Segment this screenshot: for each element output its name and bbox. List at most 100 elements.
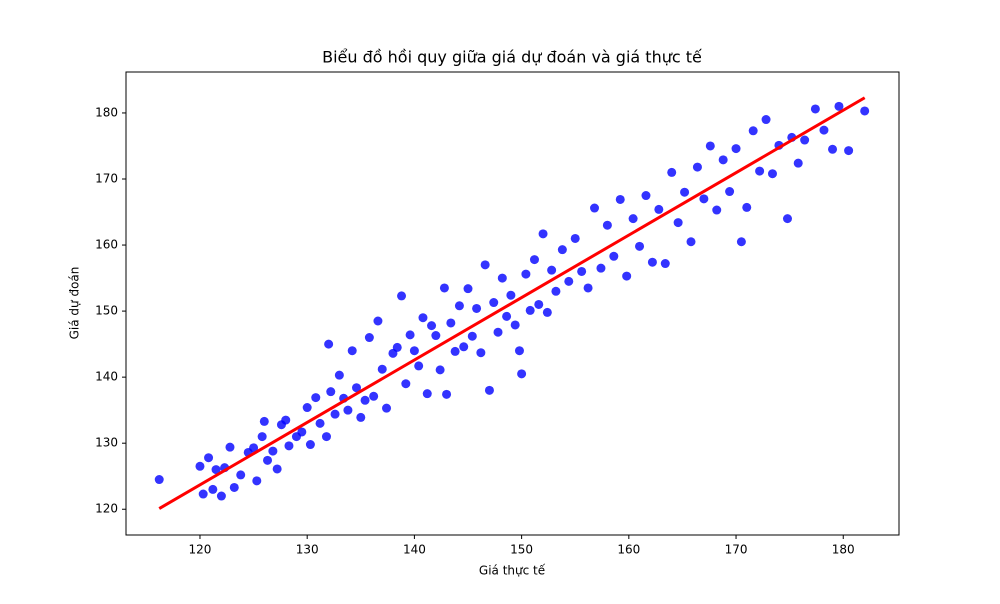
point xyxy=(654,204,664,214)
y-tick-label: 140 xyxy=(95,370,118,384)
point xyxy=(154,475,164,485)
point xyxy=(686,237,696,247)
point xyxy=(782,214,792,224)
point xyxy=(731,144,741,154)
point xyxy=(257,432,267,442)
point xyxy=(414,361,424,371)
point xyxy=(517,369,527,379)
point xyxy=(208,484,218,494)
point xyxy=(547,265,557,275)
point xyxy=(767,169,777,179)
point xyxy=(195,461,205,471)
point xyxy=(521,269,531,279)
x-tick-label: 170 xyxy=(725,543,748,557)
point xyxy=(660,259,670,269)
point xyxy=(401,379,411,389)
point xyxy=(467,331,477,341)
point xyxy=(538,229,548,239)
chart-title: Biểu đồ hồi quy giữa giá dự đoán và giá … xyxy=(322,48,702,67)
point xyxy=(377,364,387,374)
point xyxy=(583,283,593,293)
regression-line xyxy=(158,96,866,510)
point xyxy=(622,271,632,281)
y-tick-label: 130 xyxy=(95,436,118,450)
point xyxy=(211,465,221,475)
point xyxy=(480,260,490,270)
point xyxy=(268,446,278,456)
x-tick-label: 150 xyxy=(510,543,533,557)
x-tick-label: 160 xyxy=(617,543,640,557)
point xyxy=(736,237,746,247)
point xyxy=(418,313,428,323)
point xyxy=(615,194,625,204)
point xyxy=(373,316,383,326)
point xyxy=(321,432,331,442)
point xyxy=(667,167,677,177)
point xyxy=(297,427,307,437)
point xyxy=(596,263,606,273)
point xyxy=(347,346,357,356)
point xyxy=(761,115,771,125)
point xyxy=(712,205,722,215)
point xyxy=(590,203,600,213)
point xyxy=(484,385,494,395)
point xyxy=(514,346,524,356)
point xyxy=(602,220,612,230)
axes-frame xyxy=(125,71,900,536)
point xyxy=(382,403,392,413)
point xyxy=(800,135,810,145)
point xyxy=(828,144,838,154)
point xyxy=(472,303,482,313)
point xyxy=(755,166,765,176)
point xyxy=(463,284,473,294)
point xyxy=(397,291,407,301)
point xyxy=(272,464,282,474)
point xyxy=(489,298,499,308)
x-axis-label: Giá thực tế xyxy=(479,564,546,578)
point xyxy=(216,491,226,501)
point xyxy=(748,126,758,136)
point xyxy=(570,233,580,243)
point xyxy=(557,245,567,255)
point xyxy=(364,333,374,343)
y-tick-label: 120 xyxy=(95,502,118,516)
point xyxy=(525,305,535,315)
point xyxy=(551,286,561,296)
point xyxy=(405,330,415,340)
point xyxy=(422,389,432,399)
point xyxy=(493,327,503,337)
point xyxy=(442,389,452,399)
point xyxy=(236,470,246,480)
point xyxy=(315,418,325,428)
point xyxy=(564,276,574,286)
y-tick-label: 160 xyxy=(95,238,118,252)
point xyxy=(793,158,803,168)
point xyxy=(742,202,752,212)
point xyxy=(502,311,512,321)
point xyxy=(819,125,829,135)
point xyxy=(252,476,262,486)
point xyxy=(427,321,437,331)
y-tick-label: 180 xyxy=(95,105,118,119)
point xyxy=(263,455,273,465)
point xyxy=(609,251,619,261)
point xyxy=(577,266,587,276)
point xyxy=(343,405,353,415)
point xyxy=(860,106,870,116)
point xyxy=(431,331,441,341)
point xyxy=(356,412,366,422)
point xyxy=(506,290,516,300)
point xyxy=(529,255,539,265)
point xyxy=(302,403,312,413)
point xyxy=(198,489,208,499)
point xyxy=(249,443,259,453)
point xyxy=(628,214,638,224)
point xyxy=(435,365,445,375)
point xyxy=(204,453,214,463)
y-tick-label: 150 xyxy=(95,304,118,318)
point xyxy=(459,342,469,352)
point xyxy=(259,416,269,426)
point xyxy=(281,415,291,425)
